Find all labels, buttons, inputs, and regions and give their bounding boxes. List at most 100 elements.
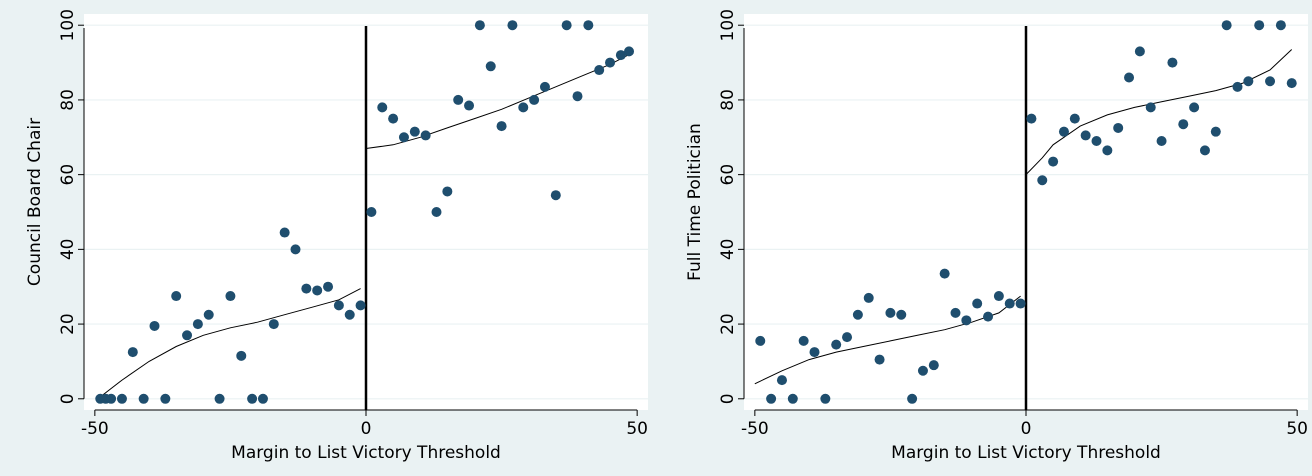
data-point xyxy=(1265,76,1276,87)
data-point xyxy=(950,307,961,318)
data-point xyxy=(301,283,312,294)
data-point xyxy=(583,20,594,31)
data-point xyxy=(1058,126,1069,137)
chart-full-time-politician: 0 20 40 60 80 100 -50 0 50 Margin to List Victory… xyxy=(685,9,1308,463)
data-point xyxy=(1156,136,1167,147)
chart-council-board-chair: 0 20 40 60 80 100 -50 0 50 Margin to List Victory… xyxy=(25,9,648,463)
data-point xyxy=(236,350,247,361)
data-point xyxy=(116,393,127,404)
data-point xyxy=(917,365,928,376)
data-point xyxy=(257,393,268,404)
data-point xyxy=(290,244,301,255)
data-point xyxy=(138,393,149,404)
data-point xyxy=(496,121,507,132)
x-tick-label: 50 xyxy=(1286,419,1308,439)
data-point xyxy=(1124,72,1135,83)
y-tick-label: 80 xyxy=(718,89,738,111)
data-point xyxy=(333,300,344,311)
data-point xyxy=(442,186,453,197)
data-point xyxy=(820,393,831,404)
fit-line-left xyxy=(99,288,361,398)
data-point xyxy=(1102,145,1113,156)
data-point xyxy=(344,309,355,320)
data-point xyxy=(1080,130,1091,141)
data-point xyxy=(1145,102,1156,113)
data-point xyxy=(852,309,863,320)
y-tick-label: 20 xyxy=(718,313,738,335)
data-point xyxy=(149,320,160,331)
data-point xyxy=(398,132,409,143)
data-point xyxy=(431,207,442,217)
data-point xyxy=(842,332,853,343)
data-point xyxy=(983,311,994,322)
data-point xyxy=(561,20,572,31)
data-point xyxy=(1286,78,1297,89)
data-point xyxy=(594,65,605,76)
x-tick-label: -50 xyxy=(81,419,109,439)
data-point xyxy=(1189,102,1200,113)
data-point xyxy=(1178,119,1189,130)
fit-line-right xyxy=(365,52,632,149)
data-point xyxy=(1254,20,1265,31)
data-point xyxy=(268,319,279,330)
data-point xyxy=(279,227,290,238)
data-point xyxy=(885,307,896,318)
data-point xyxy=(863,292,874,303)
data-point xyxy=(127,347,138,358)
data-point xyxy=(928,360,939,371)
data-point xyxy=(312,285,323,296)
y-tick-label: 100 xyxy=(58,9,78,41)
data-point xyxy=(323,281,334,292)
y-tick-label: 100 xyxy=(718,9,738,41)
data-point xyxy=(972,298,983,309)
x-tick-label: 0 xyxy=(1021,419,1032,439)
x-tick-label: 50 xyxy=(626,419,648,439)
y-tick-label: 60 xyxy=(718,164,738,186)
data-point xyxy=(106,393,117,404)
y-tick-label: 0 xyxy=(718,393,738,404)
data-point xyxy=(776,375,787,386)
data-point xyxy=(225,291,236,302)
data-point xyxy=(355,300,366,311)
data-point xyxy=(1026,113,1037,124)
data-point xyxy=(464,100,475,111)
y-tick-label: 0 xyxy=(58,393,78,404)
data-point xyxy=(1048,156,1059,167)
data-point xyxy=(409,126,420,137)
data-point xyxy=(798,335,809,346)
data-point xyxy=(518,102,529,113)
data-point xyxy=(507,20,518,31)
data-point xyxy=(1004,298,1015,309)
data-point xyxy=(182,330,193,341)
data-point xyxy=(474,20,485,31)
fit-line-left xyxy=(754,295,1021,385)
data-point xyxy=(787,393,798,404)
y-axis-title: Full Time Politician xyxy=(685,123,705,281)
data-point xyxy=(214,393,225,404)
y-tick-label: 60 xyxy=(58,164,78,186)
chart-panel-right: 0 20 40 60 80 100 -50 0 50 Margin to List Victory… xyxy=(660,0,1312,476)
data-point xyxy=(485,61,496,72)
data-point xyxy=(1037,175,1048,186)
data-point xyxy=(1210,126,1221,137)
data-point xyxy=(896,309,907,320)
data-point xyxy=(1167,57,1178,68)
data-point xyxy=(203,309,214,320)
data-point xyxy=(809,347,820,358)
data-point xyxy=(453,94,464,105)
data-point xyxy=(247,393,258,404)
data-point xyxy=(160,393,171,404)
data-point xyxy=(1134,46,1145,57)
data-point xyxy=(550,190,561,201)
y-tick-label: 40 xyxy=(718,239,738,261)
data-point xyxy=(420,130,431,141)
y-tick-label: 80 xyxy=(58,89,78,111)
y-axis-title: Council Board Chair xyxy=(25,118,45,286)
data-point xyxy=(939,268,950,279)
data-point xyxy=(907,393,918,404)
data-point xyxy=(1232,81,1243,92)
data-point xyxy=(539,81,550,92)
data-point xyxy=(377,102,388,113)
data-point xyxy=(615,50,626,61)
data-point xyxy=(605,57,616,68)
